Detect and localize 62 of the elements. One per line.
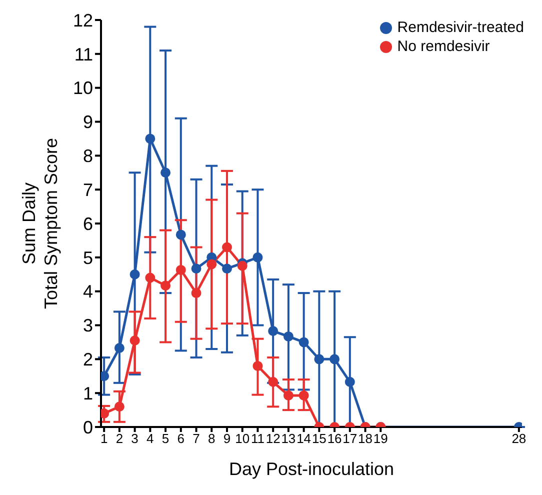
x-tick-label: 28: [512, 431, 526, 446]
y-tick-label: 8: [82, 146, 93, 166]
y-tick-label: 5: [82, 248, 93, 268]
x-tick-label: 12: [266, 431, 280, 446]
y-tick-label: 10: [72, 78, 93, 98]
legend-label: Remdesivir-treated: [397, 19, 524, 36]
x-tick-label: 9: [223, 431, 231, 446]
y-axis-title: Sum Daily Total Symptom Score: [19, 138, 61, 310]
point: [237, 260, 248, 271]
point: [114, 402, 124, 412]
x-tick-label: 15: [312, 431, 326, 446]
y-tick-label: 1: [82, 383, 93, 404]
point: [314, 354, 324, 364]
point: [268, 376, 278, 387]
point: [206, 259, 217, 270]
point: [130, 336, 140, 346]
x-tick-label: 19: [373, 431, 388, 446]
point: [191, 264, 202, 274]
x-tick-label: 6: [177, 431, 185, 446]
point: [283, 331, 294, 342]
point: [222, 242, 232, 252]
point: [222, 264, 232, 274]
point: [344, 376, 355, 387]
point: [176, 264, 186, 275]
point: [176, 230, 186, 240]
x-tick-label: 18: [358, 431, 373, 446]
x-tick-label: 1: [100, 431, 108, 446]
x-axis-title: Day Post-inoculation: [228, 459, 394, 479]
x-tick-label: 11: [250, 431, 264, 446]
x-tick-label: 7: [192, 431, 200, 446]
x-tick-label: 14: [296, 431, 312, 446]
x-tick-label: 16: [327, 431, 342, 446]
point: [160, 168, 171, 178]
x-tick-label: 8: [208, 431, 216, 446]
point: [145, 272, 156, 283]
x-tick-label: 10: [235, 431, 250, 446]
point: [330, 354, 340, 364]
y-tick-label: 12: [72, 10, 93, 30]
y-tick-label: 2: [82, 350, 93, 370]
x-tick-label: 17: [342, 431, 358, 446]
y-tick-label: 11: [74, 44, 93, 64]
point: [114, 342, 124, 353]
point: [252, 252, 263, 262]
x-tick-label: 13: [281, 431, 296, 446]
y-tick-label: 6: [82, 214, 93, 234]
x-tick-label: 5: [162, 431, 170, 446]
point: [130, 269, 140, 280]
point: [252, 360, 263, 371]
point: [145, 134, 156, 144]
y-tick-label: 9: [82, 112, 93, 132]
y-tick-label: 4: [82, 282, 93, 302]
y-tick-label: 7: [82, 180, 93, 200]
y-tick-label: 3: [82, 316, 93, 336]
point: [160, 280, 171, 291]
point: [298, 337, 309, 348]
x-tick-label: 4: [146, 431, 154, 446]
y-tick-label: 0: [82, 417, 93, 438]
point: [191, 288, 202, 298]
legend-label: No remdesivir: [397, 38, 490, 55]
x-tick-label: 3: [131, 431, 138, 446]
point: [268, 326, 278, 336]
x-tick-label: 2: [116, 431, 124, 446]
